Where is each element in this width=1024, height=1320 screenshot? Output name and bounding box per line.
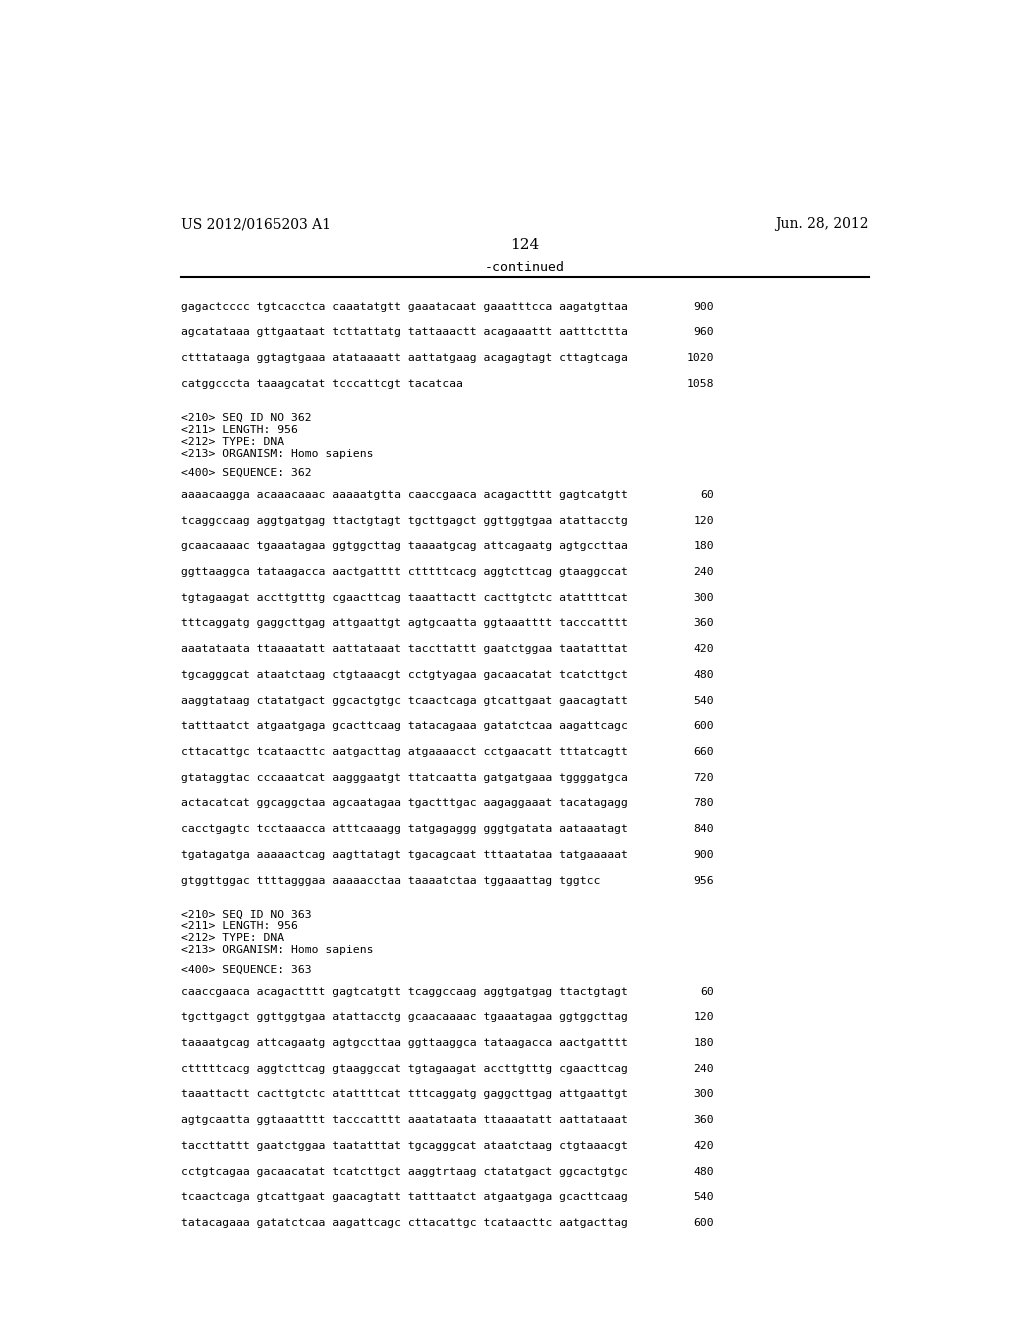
Text: aaggtataag ctatatgact ggcactgtgc tcaactcaga gtcattgaat gaacagtatt: aaggtataag ctatatgact ggcactgtgc tcaactc… — [180, 696, 628, 706]
Text: 960: 960 — [693, 327, 714, 338]
Text: 240: 240 — [693, 1064, 714, 1073]
Text: 480: 480 — [693, 669, 714, 680]
Text: ctttataaga ggtagtgaaa atataaaatt aattatgaag acagagtagt cttagtcaga: ctttataaga ggtagtgaaa atataaaatt aattatg… — [180, 354, 628, 363]
Text: 660: 660 — [693, 747, 714, 756]
Text: 360: 360 — [693, 618, 714, 628]
Text: <213> ORGANISM: Homo sapiens: <213> ORGANISM: Homo sapiens — [180, 449, 373, 458]
Text: cctgtcagaa gacaacatat tcatcttgct aaggtrtaag ctatatgact ggcactgtgc: cctgtcagaa gacaacatat tcatcttgct aaggtrt… — [180, 1167, 628, 1176]
Text: 900: 900 — [693, 302, 714, 312]
Text: 180: 180 — [693, 541, 714, 552]
Text: 600: 600 — [693, 1218, 714, 1228]
Text: tcaggccaag aggtgatgag ttactgtagt tgcttgagct ggttggtgaa atattacctg: tcaggccaag aggtgatgag ttactgtagt tgcttga… — [180, 516, 628, 525]
Text: taaattactt cacttgtctc atattttcat tttcaggatg gaggcttgag attgaattgt: taaattactt cacttgtctc atattttcat tttcagg… — [180, 1089, 628, 1100]
Text: aaatataata ttaaaatatt aattataaat taccttattt gaatctggaa taatatttat: aaatataata ttaaaatatt aattataaat tacctta… — [180, 644, 628, 655]
Text: <400> SEQUENCE: 362: <400> SEQUENCE: 362 — [180, 469, 311, 478]
Text: taccttattt gaatctggaa taatatttat tgcagggcat ataatctaag ctgtaaacgt: taccttattt gaatctggaa taatatttat tgcaggg… — [180, 1140, 628, 1151]
Text: gagactcccc tgtcacctca caaatatgtt gaaatacaat gaaatttcca aagatgttaa: gagactcccc tgtcacctca caaatatgtt gaaatac… — [180, 302, 628, 312]
Text: 124: 124 — [510, 238, 540, 252]
Text: 900: 900 — [693, 850, 714, 859]
Text: tgtagaagat accttgtttg cgaacttcag taaattactt cacttgtctc atattttcat: tgtagaagat accttgtttg cgaacttcag taaatta… — [180, 593, 628, 603]
Text: actacatcat ggcaggctaa agcaatagaa tgactttgac aagaggaaat tacatagagg: actacatcat ggcaggctaa agcaatagaa tgacttt… — [180, 799, 628, 808]
Text: cttacattgc tcataacttc aatgacttag atgaaaacct cctgaacatt tttatcagtt: cttacattgc tcataacttc aatgacttag atgaaaa… — [180, 747, 628, 756]
Text: agcatataaa gttgaataat tcttattatg tattaaactt acagaaattt aatttcttta: agcatataaa gttgaataat tcttattatg tattaaa… — [180, 327, 628, 338]
Text: 1058: 1058 — [686, 379, 714, 389]
Text: <211> LENGTH: 956: <211> LENGTH: 956 — [180, 425, 298, 434]
Text: caaccgaaca acagactttt gagtcatgtt tcaggccaag aggtgatgag ttactgtagt: caaccgaaca acagactttt gagtcatgtt tcaggcc… — [180, 986, 628, 997]
Text: 540: 540 — [693, 696, 714, 706]
Text: tgatagatga aaaaactcag aagttatagt tgacagcaat tttaatataa tatgaaaaat: tgatagatga aaaaactcag aagttatagt tgacagc… — [180, 850, 628, 859]
Text: gcaacaaaac tgaaatagaa ggtggcttag taaaatgcag attcagaatg agtgccttaa: gcaacaaaac tgaaatagaa ggtggcttag taaaatg… — [180, 541, 628, 552]
Text: -continued: -continued — [484, 261, 565, 275]
Text: 540: 540 — [693, 1192, 714, 1203]
Text: US 2012/0165203 A1: US 2012/0165203 A1 — [180, 218, 331, 231]
Text: <212> TYPE: DNA: <212> TYPE: DNA — [180, 933, 284, 944]
Text: ctttttcacg aggtcttcag gtaaggccat tgtagaagat accttgtttg cgaacttcag: ctttttcacg aggtcttcag gtaaggccat tgtagaa… — [180, 1064, 628, 1073]
Text: agtgcaatta ggtaaatttt tacccatttt aaatataata ttaaaatatt aattataaat: agtgcaatta ggtaaatttt tacccatttt aaatata… — [180, 1115, 628, 1125]
Text: aaaacaagga acaaacaaac aaaaatgtta caaccgaaca acagactttt gagtcatgtt: aaaacaagga acaaacaaac aaaaatgtta caaccga… — [180, 490, 628, 500]
Text: 60: 60 — [700, 986, 714, 997]
Text: 240: 240 — [693, 568, 714, 577]
Text: 360: 360 — [693, 1115, 714, 1125]
Text: 60: 60 — [700, 490, 714, 500]
Text: <211> LENGTH: 956: <211> LENGTH: 956 — [180, 921, 298, 932]
Text: tttcaggatg gaggcttgag attgaattgt agtgcaatta ggtaaatttt tacccatttt: tttcaggatg gaggcttgag attgaattgt agtgcaa… — [180, 618, 628, 628]
Text: 720: 720 — [693, 772, 714, 783]
Text: 420: 420 — [693, 1140, 714, 1151]
Text: 1020: 1020 — [686, 354, 714, 363]
Text: ggttaaggca tataagacca aactgatttt ctttttcacg aggtcttcag gtaaggccat: ggttaaggca tataagacca aactgatttt ctttttc… — [180, 568, 628, 577]
Text: taaaatgcag attcagaatg agtgccttaa ggttaaggca tataagacca aactgatttt: taaaatgcag attcagaatg agtgccttaa ggttaag… — [180, 1038, 628, 1048]
Text: 480: 480 — [693, 1167, 714, 1176]
Text: <213> ORGANISM: Homo sapiens: <213> ORGANISM: Homo sapiens — [180, 945, 373, 956]
Text: 780: 780 — [693, 799, 714, 808]
Text: 300: 300 — [693, 1089, 714, 1100]
Text: Jun. 28, 2012: Jun. 28, 2012 — [775, 218, 869, 231]
Text: cacctgagtc tcctaaacca atttcaaagg tatgagaggg gggtgatata aataaatagt: cacctgagtc tcctaaacca atttcaaagg tatgaga… — [180, 824, 628, 834]
Text: 956: 956 — [693, 875, 714, 886]
Text: tatacagaaa gatatctcaa aagattcagc cttacattgc tcataacttc aatgacttag: tatacagaaa gatatctcaa aagattcagc cttacat… — [180, 1218, 628, 1228]
Text: catggcccta taaagcatat tcccattcgt tacatcaa: catggcccta taaagcatat tcccattcgt tacatca… — [180, 379, 463, 389]
Text: 600: 600 — [693, 721, 714, 731]
Text: tgcttgagct ggttggtgaa atattacctg gcaacaaaac tgaaatagaa ggtggcttag: tgcttgagct ggttggtgaa atattacctg gcaacaa… — [180, 1012, 628, 1022]
Text: gtggttggac ttttagggaa aaaaacctaa taaaatctaa tggaaattag tggtcc: gtggttggac ttttagggaa aaaaacctaa taaaatc… — [180, 875, 600, 886]
Text: <400> SEQUENCE: 363: <400> SEQUENCE: 363 — [180, 965, 311, 975]
Text: 300: 300 — [693, 593, 714, 603]
Text: 180: 180 — [693, 1038, 714, 1048]
Text: 840: 840 — [693, 824, 714, 834]
Text: tcaactcaga gtcattgaat gaacagtatt tatttaatct atgaatgaga gcacttcaag: tcaactcaga gtcattgaat gaacagtatt tatttaa… — [180, 1192, 628, 1203]
Text: 420: 420 — [693, 644, 714, 655]
Text: gtataggtac cccaaatcat aagggaatgt ttatcaatta gatgatgaaa tggggatgca: gtataggtac cccaaatcat aagggaatgt ttatcaa… — [180, 772, 628, 783]
Text: 120: 120 — [693, 516, 714, 525]
Text: <210> SEQ ID NO 362: <210> SEQ ID NO 362 — [180, 413, 311, 422]
Text: tatttaatct atgaatgaga gcacttcaag tatacagaaa gatatctcaa aagattcagc: tatttaatct atgaatgaga gcacttcaag tatacag… — [180, 721, 628, 731]
Text: <210> SEQ ID NO 363: <210> SEQ ID NO 363 — [180, 909, 311, 919]
Text: tgcagggcat ataatctaag ctgtaaacgt cctgtyagaa gacaacatat tcatcttgct: tgcagggcat ataatctaag ctgtaaacgt cctgtya… — [180, 669, 628, 680]
Text: 120: 120 — [693, 1012, 714, 1022]
Text: <212> TYPE: DNA: <212> TYPE: DNA — [180, 437, 284, 446]
